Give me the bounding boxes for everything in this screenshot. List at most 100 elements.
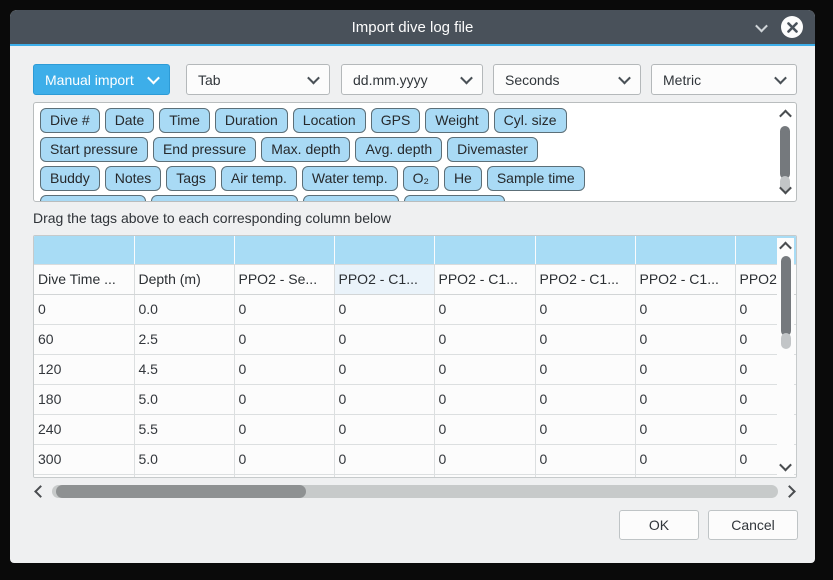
hscroll-thumb[interactable] <box>56 484 306 498</box>
table-cell[interactable]: 0 <box>434 324 536 355</box>
table-cell[interactable]: 0 <box>234 294 335 325</box>
table-cell[interactable]: 0 <box>434 444 536 475</box>
tag-o[interactable]: O₂ <box>402 166 439 191</box>
tag-time[interactable]: Time <box>159 108 210 133</box>
field-separator-select[interactable]: Tab <box>186 64 330 95</box>
table-cell[interactable]: 0 <box>535 294 636 325</box>
drop-target-cell[interactable] <box>334 236 435 265</box>
column-header[interactable]: PPO2 - C1... <box>334 264 435 295</box>
table-cell[interactable]: 4.5 <box>134 354 235 385</box>
table-cell[interactable]: 0 <box>334 294 435 325</box>
tag-location[interactable]: Location <box>292 108 366 133</box>
table-cell[interactable]: 0 <box>535 444 636 475</box>
cancel-button[interactable]: Cancel <box>708 510 798 540</box>
table-cell[interactable]: 0 <box>434 384 536 415</box>
tags-scrollbar-thumb[interactable] <box>780 126 790 179</box>
table-scrollbar-thumb[interactable] <box>780 256 791 336</box>
table-cell[interactable]: 2.5 <box>134 324 235 355</box>
tag-gps[interactable]: GPS <box>370 108 421 133</box>
close-button[interactable] <box>781 16 803 38</box>
table-cell[interactable]: 0 <box>535 324 636 355</box>
tag-sample-cns[interactable]: Sample CNS <box>403 195 505 201</box>
shade-chevron-down-icon[interactable] <box>755 19 768 32</box>
units-select[interactable]: Metric <box>651 64 797 95</box>
tag-sample-po[interactable]: Sample pO₂ <box>303 195 399 201</box>
scroll-up-icon[interactable] <box>778 109 792 123</box>
tag-divemaster[interactable]: Divemaster <box>447 137 538 162</box>
ok-button[interactable]: OK <box>619 510 699 540</box>
column-header[interactable]: Depth (m) <box>134 264 235 295</box>
table-cell[interactable]: 0 <box>334 354 435 385</box>
tag-buddy[interactable]: Buddy <box>40 166 100 191</box>
drop-target-cell[interactable] <box>635 236 736 265</box>
tag-water-temp[interactable]: Water temp. <box>301 166 398 191</box>
table-cell[interactable]: 0 <box>635 294 736 325</box>
table-cell[interactable]: 0 <box>334 384 435 415</box>
horizontal-scrollbar[interactable] <box>33 483 797 499</box>
table-cell[interactable]: 0 <box>434 294 536 325</box>
table-cell[interactable]: 0 <box>635 354 736 385</box>
tag-max-depth[interactable]: Max. depth <box>261 137 351 162</box>
table-cell[interactable]: 0 <box>434 354 536 385</box>
tag-he[interactable]: He <box>443 166 482 191</box>
tag-avg-depth[interactable]: Avg. depth <box>355 137 443 162</box>
tag-sample-temperature[interactable]: Sample temperature <box>151 195 299 201</box>
column-header[interactable]: PPO2 - Se... <box>234 264 335 295</box>
import-type-select[interactable]: Manual import <box>33 64 170 95</box>
tag-start-pressure[interactable]: Start pressure <box>40 137 148 162</box>
tag-sample-time[interactable]: Sample time <box>486 166 585 191</box>
table-cell[interactable]: 5.0 <box>134 444 235 475</box>
column-header[interactable]: PPO2 - C1... <box>434 264 536 295</box>
column-header[interactable]: PPO2 - C1... <box>635 264 736 295</box>
drop-target-cell[interactable] <box>234 236 335 265</box>
tag-tags[interactable]: Tags <box>166 166 216 191</box>
column-header[interactable]: Dive Time ... <box>34 264 135 295</box>
drop-target-cell[interactable] <box>434 236 536 265</box>
table-cell[interactable]: 5.5 <box>134 414 235 445</box>
scroll-down-icon[interactable] <box>779 458 792 472</box>
drop-target-cell[interactable] <box>535 236 636 265</box>
drop-target-cell[interactable] <box>34 236 135 265</box>
table-cell[interactable]: 0 <box>34 294 135 325</box>
hscroll-track[interactable] <box>52 484 778 498</box>
table-cell[interactable]: 0 <box>334 414 435 445</box>
tag-notes[interactable]: Notes <box>104 166 162 191</box>
tag-dive[interactable]: Dive # <box>40 108 100 133</box>
scroll-right-icon[interactable] <box>783 484 796 498</box>
tag-duration[interactable]: Duration <box>214 108 288 133</box>
table-cell[interactable]: 0.0 <box>134 294 235 325</box>
table-cell[interactable]: 0 <box>535 384 636 415</box>
table-cell[interactable]: 0 <box>635 414 736 445</box>
table-cell[interactable]: 0 <box>635 444 736 475</box>
table-cell[interactable]: 0 <box>434 414 536 445</box>
table-cell[interactable]: 5.0 <box>134 384 235 415</box>
table-cell[interactable]: 120 <box>34 354 135 385</box>
table-cell[interactable]: 0 <box>234 444 335 475</box>
table-cell[interactable]: 180 <box>34 384 135 415</box>
table-cell[interactable]: 0 <box>635 384 736 415</box>
tag-sample-depth[interactable]: Sample depth <box>40 195 147 201</box>
table-scrollbar[interactable] <box>777 238 794 475</box>
table-cell[interactable]: 0 <box>334 324 435 355</box>
scroll-left-icon[interactable] <box>34 484 47 498</box>
table-cell[interactable]: 0 <box>234 414 335 445</box>
tag-cyl-size[interactable]: Cyl. size <box>493 108 567 133</box>
table-cell[interactable]: 0 <box>234 354 335 385</box>
table-cell[interactable]: 300 <box>34 444 135 475</box>
tag-end-pressure[interactable]: End pressure <box>152 137 257 162</box>
date-format-select[interactable]: dd.mm.yyyy <box>341 64 483 95</box>
table-cell[interactable]: 0 <box>334 444 435 475</box>
column-header[interactable]: PPO2 - C1... <box>535 264 636 295</box>
tag-air-temp[interactable]: Air temp. <box>220 166 297 191</box>
table-cell[interactable]: 0 <box>535 354 636 385</box>
scroll-up-icon[interactable] <box>779 241 792 255</box>
titlebar[interactable]: Import dive log file <box>10 10 815 44</box>
table-cell[interactable]: 0 <box>535 414 636 445</box>
tags-scrollbar[interactable] <box>777 106 793 198</box>
table-cell[interactable]: 60 <box>34 324 135 355</box>
table-cell[interactable]: 240 <box>34 414 135 445</box>
tag-weight[interactable]: Weight <box>425 108 489 133</box>
table-cell[interactable]: 0 <box>234 324 335 355</box>
table-cell[interactable]: 0 <box>234 384 335 415</box>
drop-target-cell[interactable] <box>134 236 235 265</box>
